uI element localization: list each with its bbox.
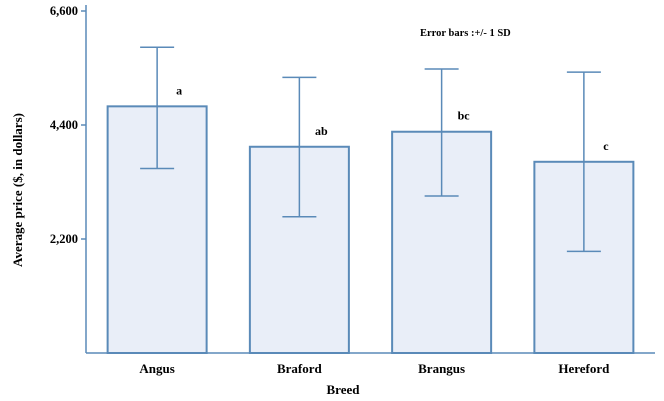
x-tick-label: Brangus <box>418 361 465 376</box>
x-tick-label: Angus <box>139 361 174 376</box>
y-axis-title: Average price ($, in dollars) <box>10 113 25 267</box>
x-tick-label: Hereford <box>558 361 610 376</box>
y-tick-label: 4,400 <box>50 118 78 132</box>
significance-letter: bc <box>458 109 471 123</box>
x-axis-title: Breed <box>327 382 361 397</box>
significance-letter: c <box>603 139 609 153</box>
error-bars-note: Error bars :+/- 1 SD <box>420 28 511 39</box>
x-category-labels: Angus Braford Brangus Hereford <box>139 361 610 376</box>
y-tick-label: 6,600 <box>50 4 78 18</box>
error-bars-group <box>140 46 601 253</box>
y-ticks-group: 2,200 4,400 6,600 <box>50 4 86 246</box>
x-tick-label: Braford <box>277 361 323 376</box>
significance-letter: ab <box>315 124 328 138</box>
bars-group <box>106 105 635 354</box>
significance-letter: a <box>176 83 182 97</box>
y-tick-label: 2,200 <box>50 232 78 246</box>
significance-labels: a ab bc c <box>176 83 609 152</box>
